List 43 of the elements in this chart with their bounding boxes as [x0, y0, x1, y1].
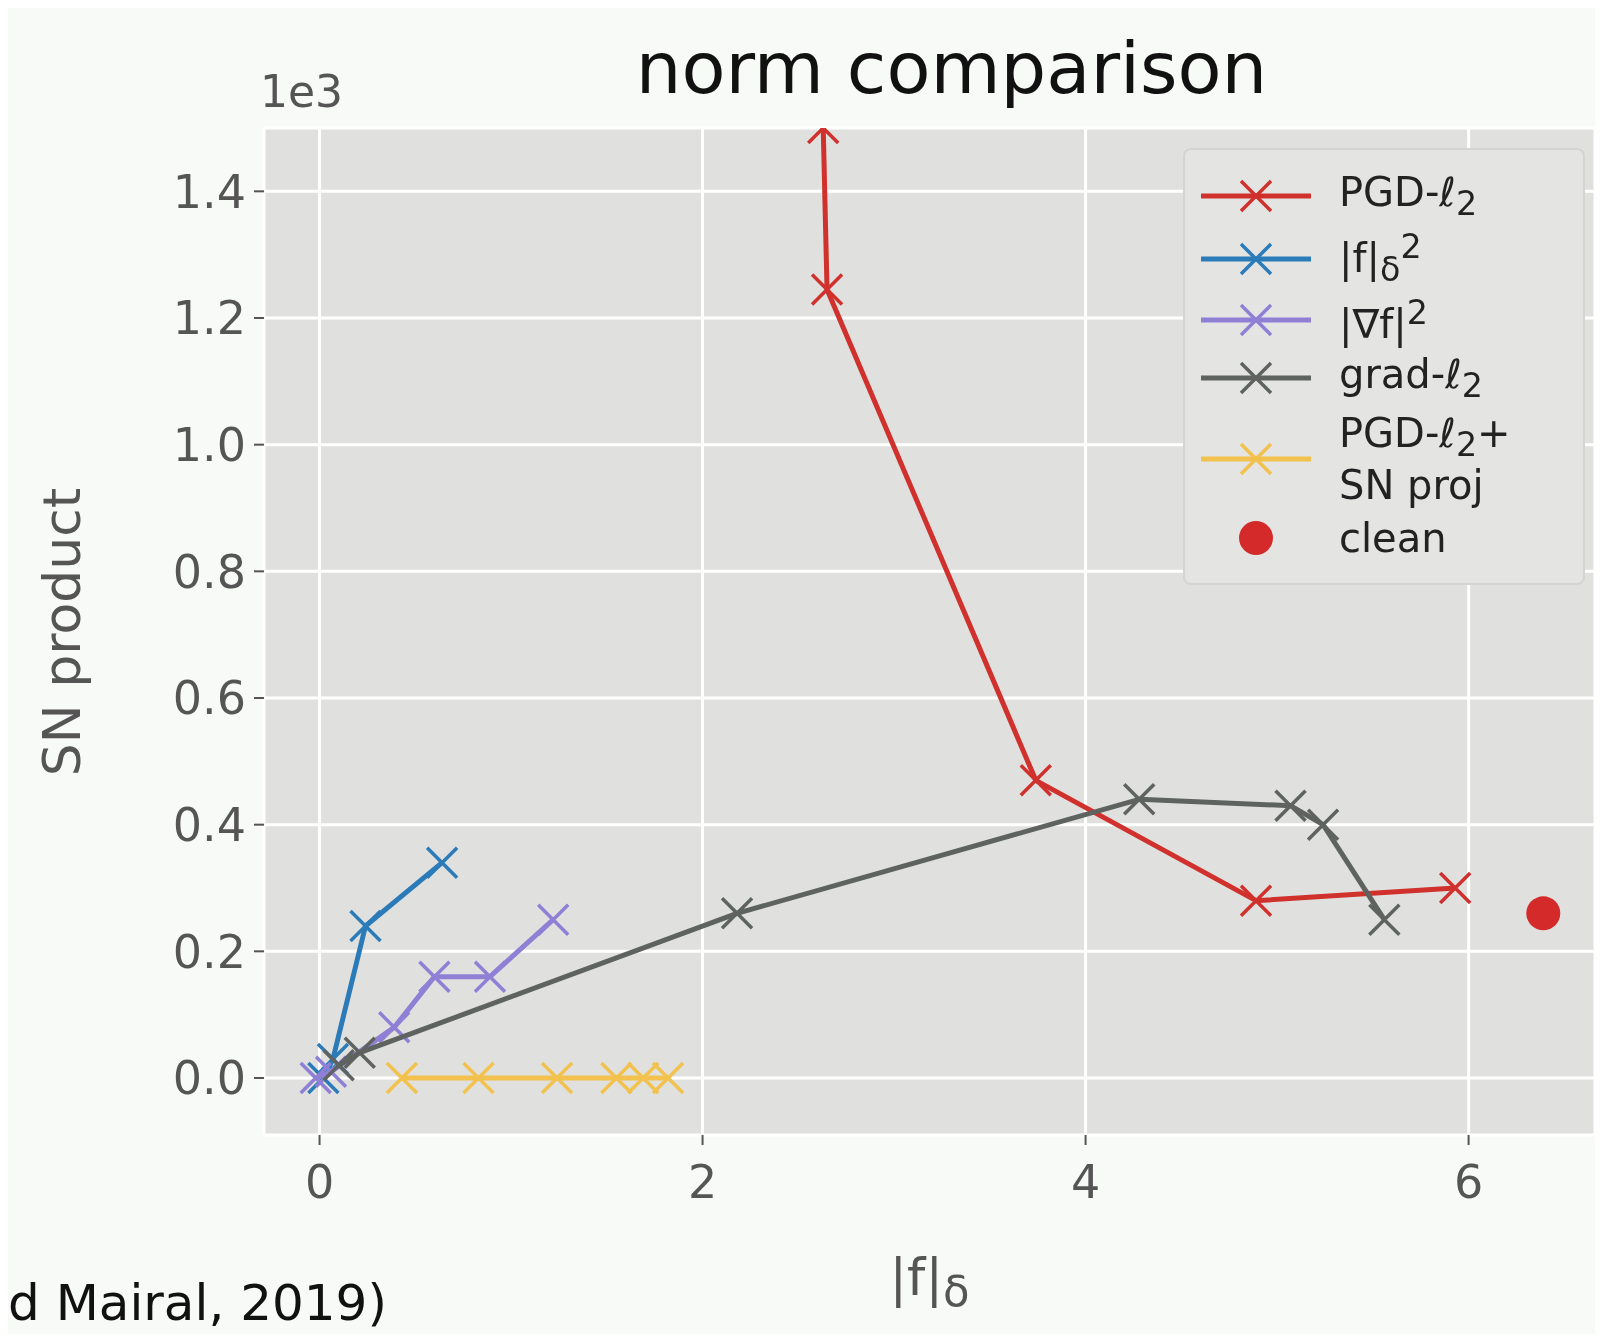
- point: [473, 959, 507, 994]
- legend-label: grad-ℓ$_{2}$: [1339, 350, 1484, 405]
- point: [377, 1010, 411, 1045]
- x-tick-label: 6: [1453, 1154, 1484, 1209]
- y-tick-label: 1.2: [172, 291, 246, 346]
- y-tick-label: 0.8: [172, 544, 246, 599]
- point: [425, 845, 459, 880]
- point: [298, 1061, 333, 1095]
- y-tick-label: 0.2: [172, 924, 246, 979]
- point: [1526, 896, 1561, 931]
- point: [348, 909, 383, 943]
- point: [536, 902, 570, 937]
- x-tick-label: 4: [1070, 1154, 1101, 1209]
- point: [1273, 788, 1308, 823]
- point: [461, 1061, 496, 1095]
- x-tick-label: 2: [687, 1154, 718, 1209]
- legend-label: |∇f|$^{2}$: [1339, 292, 1429, 347]
- legend-label: PGD-ℓ$_{2}$: [1339, 169, 1479, 223]
- point: [540, 1061, 574, 1095]
- y-tick-label: 1.4: [172, 164, 246, 219]
- y-axis-title: SN product: [32, 487, 92, 776]
- point: [343, 1035, 377, 1070]
- text: d Mairal, 2019): [8, 1274, 387, 1332]
- point: [810, 272, 844, 307]
- x-tick-label: 0: [304, 1154, 335, 1209]
- x-axis-title: |f|$_{δ}$: [888, 1247, 971, 1317]
- y-tick-label: 0.0: [172, 1051, 246, 1106]
- point: [720, 896, 754, 931]
- chart-title: norm comparison: [635, 26, 1268, 110]
- point: [1367, 902, 1402, 937]
- point: [1306, 807, 1340, 842]
- point: [385, 1061, 419, 1095]
- y-tick-label: 1.0: [172, 418, 246, 472]
- point: [321, 1048, 356, 1083]
- text: 1e3: [260, 66, 344, 117]
- legend-label: clean: [1339, 515, 1448, 562]
- point: [1438, 871, 1472, 905]
- point: [417, 959, 452, 994]
- point: [1122, 782, 1156, 817]
- point: [1239, 883, 1273, 918]
- y-tick-label: 0.6: [172, 671, 246, 726]
- y-tick-label: 0.4: [172, 798, 246, 852]
- point: [1019, 763, 1053, 798]
